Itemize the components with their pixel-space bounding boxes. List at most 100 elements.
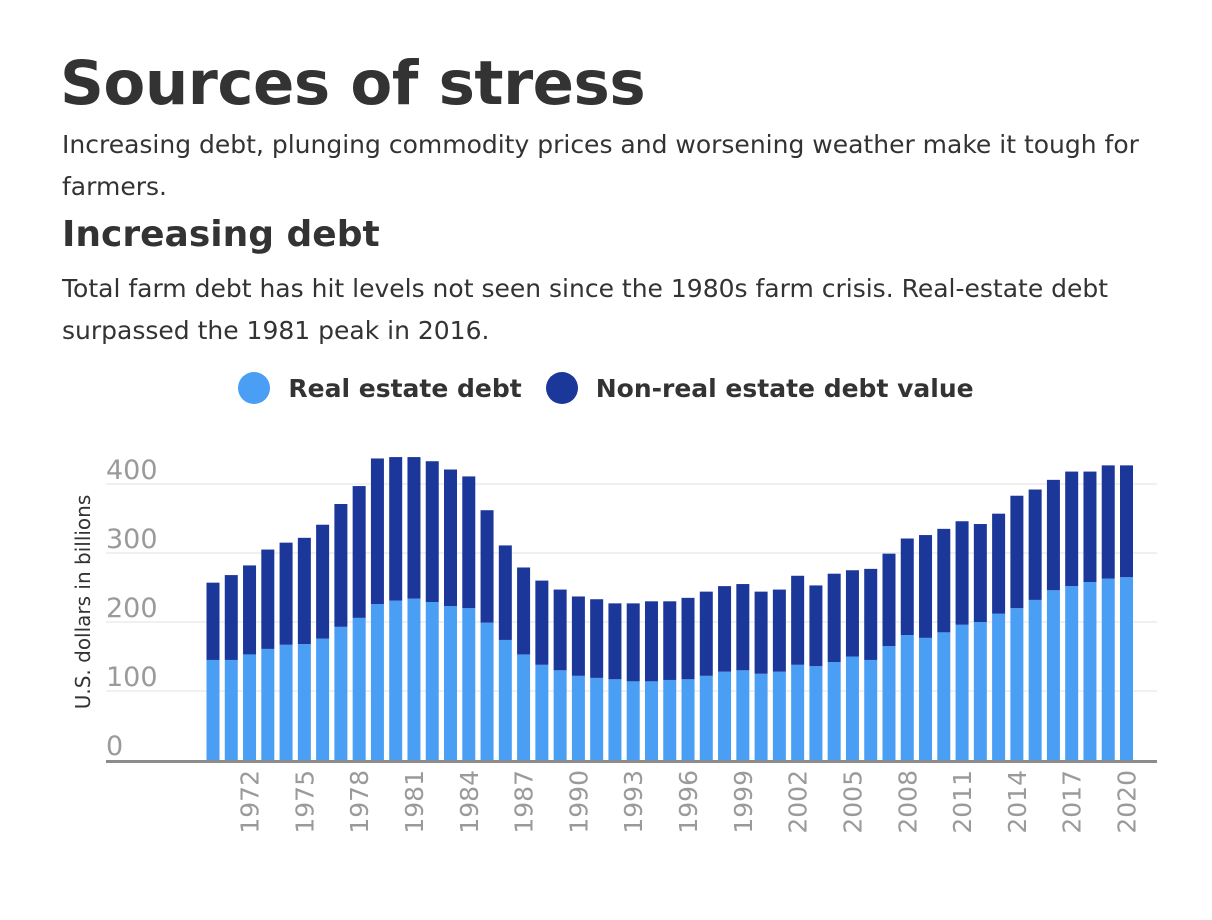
bar-real-estate bbox=[261, 648, 275, 760]
bar-non-real-estate bbox=[517, 567, 531, 655]
bar-non-real-estate bbox=[644, 601, 658, 682]
bar-real-estate bbox=[955, 624, 969, 760]
x-tick-label: 1978 bbox=[345, 770, 374, 834]
x-tick-label: 1984 bbox=[455, 770, 484, 834]
bar-non-real-estate bbox=[937, 528, 951, 633]
bar-real-estate bbox=[1065, 586, 1079, 760]
bar-non-real-estate bbox=[480, 510, 494, 623]
bar-non-real-estate bbox=[681, 597, 695, 680]
x-tick-label: 1990 bbox=[564, 770, 593, 834]
bar-real-estate bbox=[279, 644, 293, 760]
bar-non-real-estate bbox=[571, 596, 585, 676]
x-tick-label: 2011 bbox=[948, 770, 977, 834]
x-tick-label: 1981 bbox=[400, 770, 429, 834]
y-axis-label: U.S. dollars in billions bbox=[71, 495, 95, 710]
bar-real-estate bbox=[882, 646, 896, 760]
bar-real-estate bbox=[626, 681, 640, 760]
bar-real-estate bbox=[919, 637, 933, 760]
bar-non-real-estate bbox=[334, 504, 348, 627]
bar-non-real-estate bbox=[1120, 465, 1133, 578]
x-tick-label: 2002 bbox=[784, 770, 813, 834]
bar-non-real-estate bbox=[791, 575, 805, 665]
bar-non-real-estate bbox=[1083, 471, 1097, 582]
bar-non-real-estate bbox=[316, 524, 330, 639]
bar-real-estate bbox=[352, 617, 366, 760]
bar-real-estate bbox=[535, 664, 549, 760]
bar-real-estate bbox=[718, 671, 732, 760]
bar-real-estate bbox=[608, 679, 622, 760]
chart-subtitle: Increasing debt, plunging commodity pric… bbox=[62, 130, 1139, 201]
bar-real-estate bbox=[864, 659, 878, 760]
bar-real-estate bbox=[571, 675, 585, 760]
bar-non-real-estate bbox=[425, 461, 439, 602]
bar-non-real-estate bbox=[407, 457, 421, 599]
bar-non-real-estate bbox=[462, 476, 476, 609]
bar-non-real-estate bbox=[498, 545, 512, 640]
bar-non-real-estate bbox=[1010, 495, 1024, 609]
bar-non-real-estate bbox=[370, 458, 384, 605]
chart-title: Sources of stress bbox=[60, 48, 646, 119]
bar-non-real-estate bbox=[224, 575, 238, 660]
x-tick-label: 2008 bbox=[893, 770, 922, 834]
bar-non-real-estate bbox=[827, 573, 841, 663]
chart-legend: Real estate debt Non-real estate debt va… bbox=[0, 366, 1212, 410]
bar-real-estate bbox=[480, 622, 494, 760]
bar-non-real-estate bbox=[608, 603, 622, 680]
y-tick-label: 200 bbox=[106, 593, 158, 624]
x-tick-label: 1975 bbox=[290, 770, 319, 834]
bar-real-estate bbox=[553, 670, 567, 760]
x-tick-label: 1993 bbox=[619, 770, 648, 834]
bar-real-estate bbox=[754, 673, 768, 760]
bar-real-estate bbox=[517, 654, 531, 760]
x-tick-label: 1996 bbox=[674, 770, 703, 834]
legend-swatch-non-real-estate bbox=[545, 372, 578, 404]
x-axis-ticks: 1972 1975 1978 1981 1984 1987 1990 1993 1996 1999… bbox=[236, 770, 1142, 834]
bar-real-estate bbox=[736, 670, 750, 760]
bar-non-real-estate bbox=[1101, 465, 1115, 579]
bar-non-real-estate bbox=[389, 457, 403, 601]
bar-non-real-estate bbox=[1065, 471, 1079, 587]
bar-real-estate bbox=[444, 606, 458, 760]
bar-real-estate bbox=[389, 600, 403, 760]
section-title: Increasing debt bbox=[62, 214, 380, 255]
bar-real-estate bbox=[1010, 608, 1024, 760]
y-tick-label: 400 bbox=[106, 455, 158, 486]
bar-real-estate bbox=[827, 662, 841, 760]
x-tick-label: 1972 bbox=[236, 770, 265, 834]
bars bbox=[206, 457, 1133, 760]
bar-non-real-estate bbox=[1046, 479, 1060, 591]
bar-real-estate bbox=[224, 659, 238, 760]
bar-real-estate bbox=[407, 598, 421, 760]
x-tick-label: 1999 bbox=[729, 770, 758, 834]
bar-non-real-estate bbox=[1028, 489, 1042, 600]
bar-real-estate bbox=[316, 638, 330, 760]
bar-non-real-estate bbox=[772, 589, 786, 672]
bar-non-real-estate bbox=[900, 538, 914, 636]
bar-real-estate bbox=[845, 656, 859, 760]
bar-real-estate bbox=[1120, 577, 1133, 760]
bar-non-real-estate bbox=[663, 601, 677, 680]
bar-non-real-estate bbox=[297, 537, 311, 645]
bar-real-estate bbox=[334, 626, 348, 760]
bar-non-real-estate bbox=[736, 584, 750, 671]
bar-non-real-estate bbox=[444, 469, 458, 607]
bar-real-estate bbox=[462, 608, 476, 760]
x-tick-label: 2014 bbox=[1003, 770, 1032, 834]
y-tick-label: 100 bbox=[106, 662, 158, 693]
bar-non-real-estate bbox=[955, 521, 969, 625]
bar-non-real-estate bbox=[590, 599, 604, 678]
bar-non-real-estate bbox=[864, 568, 878, 660]
bar-non-real-estate bbox=[243, 565, 257, 655]
bar-real-estate bbox=[370, 604, 384, 760]
bar-non-real-estate bbox=[261, 549, 275, 649]
bar-real-estate bbox=[498, 639, 512, 760]
legend-swatch-real-estate bbox=[238, 372, 271, 404]
bar-real-estate bbox=[681, 679, 695, 760]
bar-non-real-estate bbox=[973, 524, 987, 622]
bar-real-estate bbox=[1083, 581, 1097, 760]
bar-real-estate bbox=[973, 622, 987, 760]
bar-non-real-estate bbox=[718, 586, 732, 672]
bar-non-real-estate bbox=[754, 591, 768, 674]
x-tick-label: 2020 bbox=[1113, 770, 1142, 834]
bar-non-real-estate bbox=[553, 589, 567, 671]
